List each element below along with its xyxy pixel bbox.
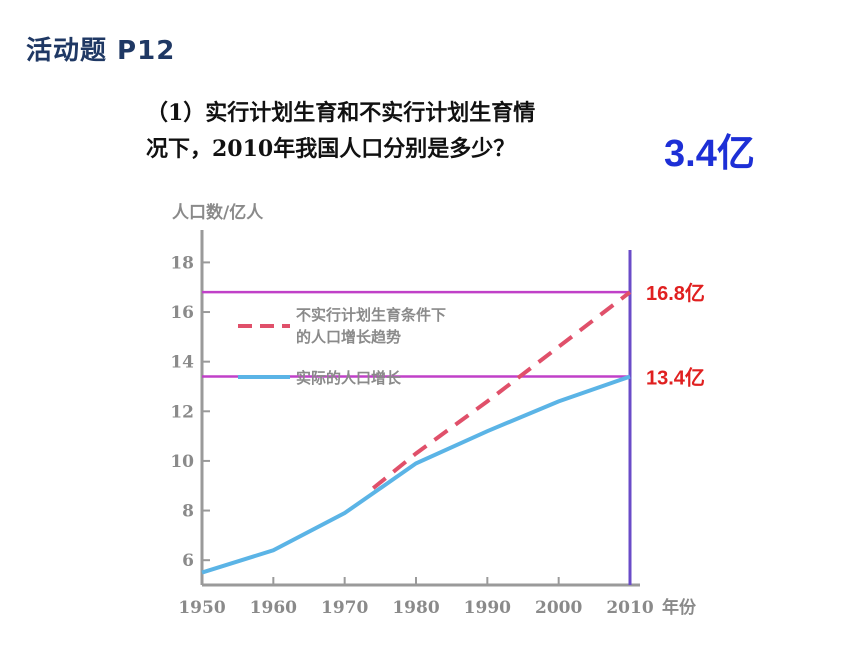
legend-label-actual: 实际的人口增长 bbox=[296, 369, 402, 387]
y-tick-label: 18 bbox=[170, 253, 194, 273]
slide-title: 活动题 P12 bbox=[26, 36, 176, 66]
x-tick-label: 1970 bbox=[321, 598, 368, 618]
value-labels: 16.8亿 13.4亿 bbox=[646, 281, 705, 389]
chart-axes: 6 8 10 12 14 16 18 1950 1960 1970 1980 1990 2000 2010… bbox=[170, 202, 697, 618]
y-axis-title: 人口数/亿人 bbox=[172, 202, 264, 223]
y-tick-label: 16 bbox=[170, 303, 194, 323]
chart-series bbox=[201, 290, 632, 575]
series-actual-line bbox=[201, 374, 631, 575]
x-tick-label: 1950 bbox=[178, 598, 225, 618]
x-axis-title: 年份 bbox=[662, 597, 697, 618]
y-tick-label: 8 bbox=[182, 502, 194, 522]
y-tick-label: 6 bbox=[182, 551, 194, 571]
reference-value-label: 13.4亿 bbox=[646, 366, 705, 390]
x-tick-label: 1990 bbox=[464, 598, 511, 618]
series-no-plan-line bbox=[371, 290, 632, 490]
y-tick-label: 12 bbox=[170, 402, 194, 422]
legend-label-no-plan-line1: 不实行计划生育条件下 bbox=[296, 306, 446, 324]
question-text: （1）实行计划生育和不实行计划生育情 况下，2010年我国人口分别是多少？ bbox=[146, 95, 686, 167]
y-tick-label: 14 bbox=[170, 353, 194, 373]
x-tick-label: 2000 bbox=[535, 598, 582, 618]
answer-value: 3.4亿 bbox=[664, 133, 755, 175]
reference-lines bbox=[202, 250, 632, 585]
legend-label-no-plan-line2: 的人口增长趋势 bbox=[296, 328, 401, 346]
reference-value-label: 16.8亿 bbox=[646, 281, 705, 305]
x-tick-label: 1980 bbox=[392, 598, 439, 618]
x-tick-label: 1960 bbox=[250, 598, 297, 618]
y-tick-label: 10 bbox=[170, 452, 194, 472]
question-line-1: （1）实行计划生育和不实行计划生育情 bbox=[146, 100, 536, 126]
x-tick-label: 2010 bbox=[606, 598, 653, 618]
question-line-2: 况下，2010年我国人口分别是多少？ bbox=[146, 136, 516, 162]
